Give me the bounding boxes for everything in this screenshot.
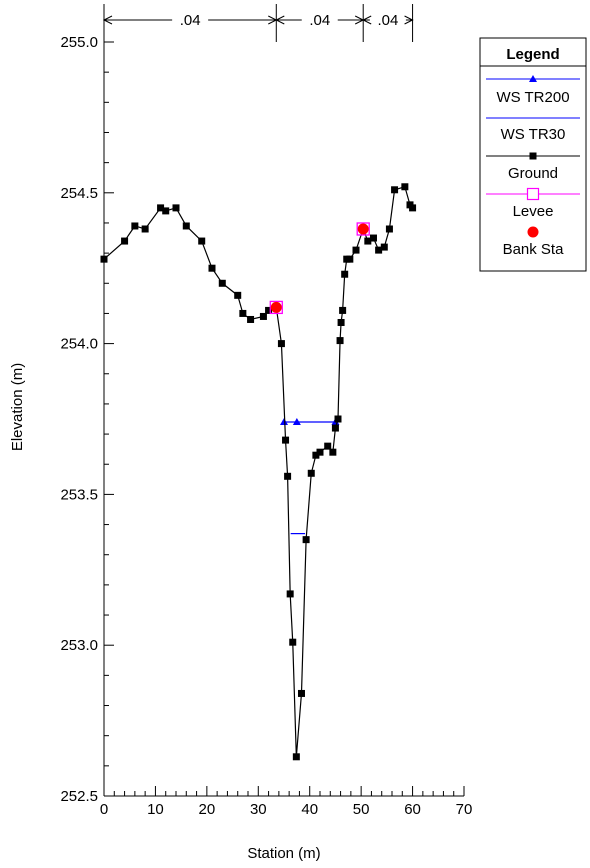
ground-point: [339, 306, 347, 314]
ground-point: [247, 315, 255, 323]
ground-point: [380, 243, 388, 251]
ground-point: [337, 318, 345, 326]
ground-point: [208, 264, 216, 272]
legend-title: Legend: [506, 46, 559, 63]
legend: Legend WS TR200 WS TR30 Ground Levee Bank St…: [479, 37, 587, 272]
ground-point: [259, 312, 267, 320]
ground-point: [265, 306, 273, 314]
chart-axes: [103, 18, 464, 797]
x-tick-label: 30: [250, 801, 267, 818]
ground-point: [198, 237, 206, 245]
ground-point: [157, 204, 165, 212]
levee-point: [269, 300, 283, 315]
y-tick-label: 252.5: [60, 788, 98, 805]
ground-point: [282, 436, 290, 444]
ground-point: [334, 415, 342, 423]
ground-line: [103, 186, 414, 757]
ground-point: [286, 590, 294, 598]
y-tick-label: 253.0: [60, 637, 98, 654]
ground-point: [100, 255, 108, 263]
x-tick-label: 70: [456, 801, 473, 818]
ground-point: [292, 753, 300, 761]
mannings-n-label: .04: [309, 12, 330, 29]
ground-point: [289, 638, 297, 646]
ground-point: [218, 279, 226, 287]
ground-point: [352, 246, 360, 254]
mannings-n-arrow-left: [275, 15, 285, 25]
ground-point: [331, 424, 339, 432]
ground-point: [409, 204, 417, 212]
series-plot-area: [100, 183, 417, 761]
ground-point: [346, 255, 354, 263]
ground-point: [316, 448, 324, 456]
legend-entry-label: WS TR200: [496, 89, 569, 106]
legend-entry-label: Bank Sta: [503, 241, 565, 258]
y-axis-label: Elevation (m): [9, 363, 26, 451]
ground-point: [329, 448, 337, 456]
ground-point: [307, 469, 315, 477]
ground-point: [324, 442, 332, 450]
mannings-n-arrow-right: [404, 15, 414, 25]
ground-point: [172, 204, 180, 212]
mannings-n-label: .04: [180, 12, 201, 29]
ws-tr200-point: [292, 418, 301, 426]
ground-point: [297, 689, 305, 697]
ground-point: [369, 234, 377, 242]
legend-entry-label: Ground: [508, 165, 558, 182]
mannings-n-annotation: .04 .04 .04: [102, 4, 414, 42]
y-tick-label: 253.5: [60, 486, 98, 503]
ground-point: [141, 225, 149, 233]
ground-point: [336, 337, 344, 345]
y-tick-label: 255.0: [60, 34, 98, 51]
legend-entry-label: Levee: [513, 203, 554, 220]
axis-ticks: 0 10 20 30 40 50 60 70 252.5 253.0 253.5 254.0 254.5…: [60, 34, 472, 818]
ground-point: [162, 207, 170, 215]
mannings-n-arrow-left: [362, 15, 372, 25]
legend-entry-label: WS TR30: [501, 126, 566, 143]
x-tick-label: 40: [301, 801, 318, 818]
ground-point: [375, 246, 383, 254]
ground-point: [401, 183, 409, 191]
y-tick-label: 254.0: [60, 336, 98, 353]
ground-point: [131, 222, 139, 230]
x-tick-label: 0: [100, 801, 108, 818]
ground-point: [277, 340, 285, 348]
ground-point: [234, 291, 242, 299]
ground-point: [341, 270, 349, 278]
ground-point: [182, 222, 190, 230]
x-tick-label: 10: [147, 801, 164, 818]
ground-point: [364, 237, 372, 245]
levee-point: [356, 222, 370, 236]
ground-point: [284, 472, 292, 480]
y-tick-label: 254.5: [60, 185, 98, 202]
x-tick-label: 50: [353, 801, 370, 818]
x-tick-label: 60: [404, 801, 421, 818]
ws-tr200-point: [280, 418, 288, 426]
legend-swatch-marker: [527, 226, 539, 238]
ground-point: [385, 225, 393, 233]
bank-sta-point: [357, 223, 369, 235]
x-axis-label: Station (m): [247, 845, 320, 862]
mannings-n-label: .04: [377, 12, 398, 29]
ground-point: [312, 451, 320, 459]
legend-swatch-marker: [529, 152, 537, 160]
ground-point: [121, 237, 129, 245]
ground-point: [302, 536, 310, 544]
bank-sta-point: [270, 301, 282, 313]
ground-point: [239, 309, 247, 317]
legend-swatch-marker: [526, 187, 540, 201]
x-tick-label: 20: [199, 801, 216, 818]
legend-swatch-marker: [529, 75, 537, 82]
ground-point: [391, 186, 399, 194]
